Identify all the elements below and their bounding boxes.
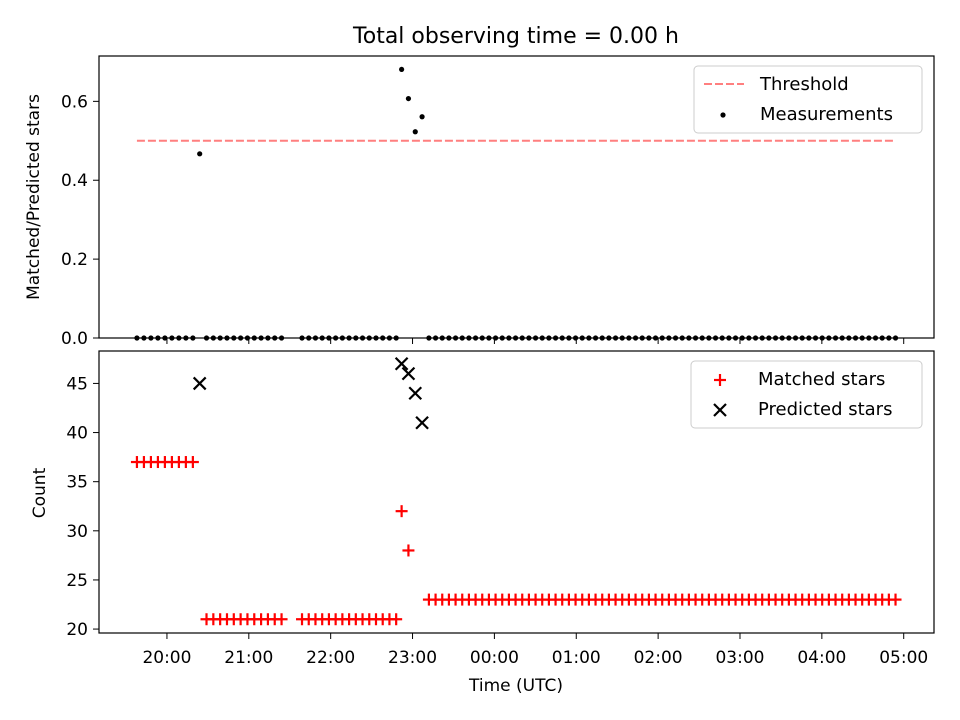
- bottom-legend-box: [690, 360, 923, 429]
- matched-stars-point: [402, 544, 415, 557]
- bottom-y-tick-label: 35: [66, 473, 88, 493]
- predicted-x-b: [408, 386, 423, 401]
- x-tick-label: 04:00: [797, 648, 846, 668]
- bottom-legend: Matched stars Predicted stars: [690, 360, 923, 429]
- measurement-point: [419, 114, 425, 120]
- top-x-ticks: [166, 338, 905, 344]
- top-legend-box: [693, 65, 923, 134]
- x-tick-label: 03:00: [715, 648, 764, 668]
- predicted-stars-point: [415, 415, 429, 430]
- bottom-y-tick-label: 25: [66, 571, 88, 591]
- predicted-x-b: [192, 376, 207, 391]
- x-axis-label: Time (UTC): [468, 676, 563, 696]
- bottom-y-tick-label: 40: [66, 424, 88, 444]
- legend-measurements-dot: [720, 112, 726, 118]
- matched-stars-point: [395, 505, 408, 518]
- bottom-y-axis-label: Count: [30, 467, 50, 518]
- matched-stars-point: [186, 456, 199, 469]
- top-y-tick-label: 0.0: [61, 329, 88, 349]
- x-tick-label: 21:00: [224, 648, 273, 668]
- top-subplot: 0.0 0.2 0.4 0.6 Matched/Predicted stars Thr…: [24, 55, 935, 349]
- legend-predicted-label: Predicted stars: [758, 399, 892, 420]
- legend-measurements-label: Measurements: [760, 104, 893, 125]
- predicted-x-b: [394, 356, 409, 371]
- predicted-stars-point: [192, 376, 207, 391]
- measurement-point: [399, 66, 405, 73]
- bottom-x-axis: 20:00 21:00 22:00 23:00 00:00 01:00 02:00 03:00…: [142, 633, 928, 668]
- predicted-stars-point: [401, 366, 416, 381]
- x-tick-label: 05:00: [879, 648, 928, 668]
- matched-stars-point: [275, 613, 288, 626]
- legend-matched-plus-marker: [714, 374, 726, 386]
- top-y-tick-label: 0.2: [61, 250, 88, 270]
- top-y-axis-label: Matched/Predicted stars: [24, 94, 44, 300]
- bottom-plot-frame: [98, 350, 935, 634]
- legend-matched-label: Matched stars: [758, 369, 885, 390]
- predicted-x-b: [415, 415, 429, 430]
- x-tick-label: 00:00: [470, 648, 519, 668]
- measurement-point: [405, 95, 412, 102]
- bottom-y-tick-label: 20: [66, 620, 88, 640]
- legend-threshold-label: Threshold: [759, 74, 849, 95]
- predicted-x-b: [401, 366, 416, 381]
- top-y-tick-label: 0.6: [61, 92, 88, 112]
- top-y-axis: 0.0 0.2 0.4 0.6: [61, 92, 99, 349]
- bottom-subplot: 20 25 30 35 40 45 20:00 21:00 22:00 23:00 00:00 01…: [30, 350, 935, 696]
- measurement-point: [197, 151, 203, 157]
- matched-stars-point: [390, 613, 403, 626]
- legend-predicted-x-marker: [713, 403, 727, 417]
- bottom-y-axis: 20 25 30 35 40 45: [66, 374, 99, 640]
- matched-stars-point: [889, 593, 902, 606]
- x-tick-label: 02:00: [634, 648, 683, 668]
- chart-title: Total observing time = 0.00 h: [352, 24, 679, 49]
- top-legend: Threshold Measurements: [693, 65, 923, 134]
- x-tick-label: 20:00: [142, 648, 191, 668]
- predicted-stars-point: [408, 386, 423, 401]
- bottom-y-tick-label: 45: [66, 374, 88, 394]
- top-plot-frame: [98, 55, 935, 339]
- x-tick-label: 23:00: [388, 648, 437, 668]
- measurement-point: [412, 129, 418, 135]
- x-tick-label: 01:00: [552, 648, 601, 668]
- bottom-plot-marks: [130, 356, 902, 626]
- bottom-y-tick-label: 30: [66, 522, 88, 542]
- x-tick-label: 22:00: [306, 648, 355, 668]
- predicted-stars-point: [394, 356, 409, 371]
- top-y-tick-label: 0.4: [61, 171, 88, 191]
